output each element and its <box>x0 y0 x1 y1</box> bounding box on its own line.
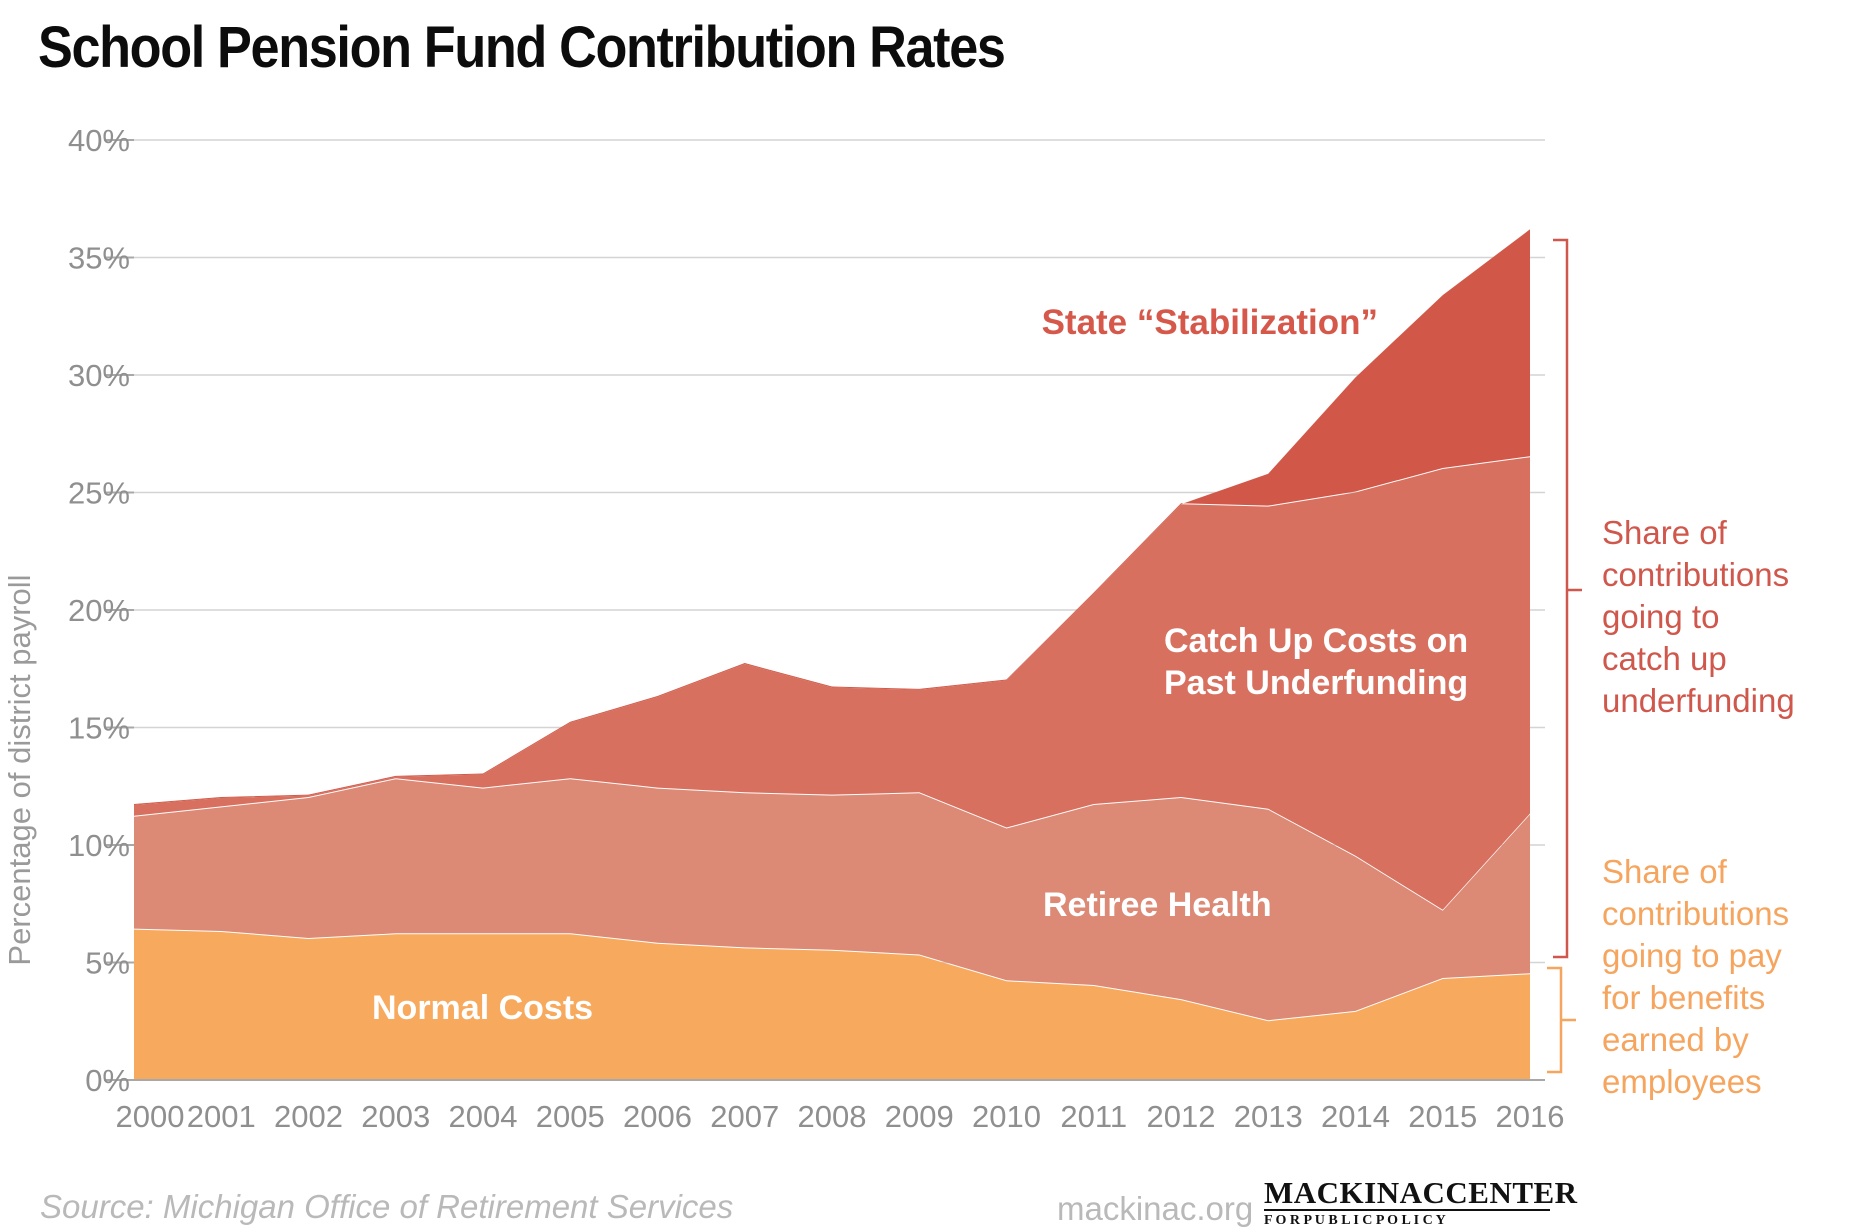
site-url: mackinac.org <box>1057 1190 1254 1227</box>
area-retiree-health <box>134 779 1530 1021</box>
x-tick-label: 2008 <box>798 1099 867 1134</box>
label-catchup-line2: Past Underfunding <box>1164 664 1468 702</box>
logo-word-mackinac: MACKINAC <box>1264 1175 1446 1210</box>
y-tick-label: 5% <box>85 946 130 981</box>
x-tick-label: 2002 <box>274 1099 343 1134</box>
annotation-benefits-share: Share of contributions going to pay for … <box>1602 853 1790 1100</box>
logo-tagline: F O R P U B L I C P O L I C Y <box>1264 1213 1446 1228</box>
label-catchup-line1: Catch Up Costs on <box>1164 622 1468 660</box>
y-tick-label: 35% <box>68 241 130 276</box>
x-tick-label: 2010 <box>972 1099 1041 1134</box>
label-normal-costs: Normal Costs <box>372 989 593 1027</box>
x-tick-label: 2001 <box>187 1099 256 1134</box>
logo-wordmark: MACKINAC CENTER <box>1264 1175 1577 1210</box>
y-tick-label: 10% <box>68 828 130 863</box>
x-tick-label: 2013 <box>1234 1099 1303 1134</box>
x-tick-label: 2000 <box>116 1099 185 1134</box>
x-tick-label: 2015 <box>1408 1099 1477 1134</box>
x-tick-label: 2003 <box>361 1099 430 1134</box>
x-tick-label: 2006 <box>623 1099 692 1134</box>
y-tick-label: 0% <box>85 1063 130 1098</box>
chart-title: School Pension Fund Contribution Rates <box>38 15 1006 80</box>
bracket-catchup-share <box>1553 238 1582 959</box>
stacked-areas <box>134 229 1530 1079</box>
y-tick-label: 30% <box>68 358 130 393</box>
y-axis-title: Percentage of district payroll <box>2 574 37 965</box>
y-tick-label: 25% <box>68 476 130 511</box>
logo-word-center: CENTER <box>1445 1175 1578 1210</box>
x-tick-label: 2009 <box>885 1099 954 1134</box>
x-axis-year-labels: 2000 2001 2002 2003 2004 2005 2006 2007 2008 2009… <box>116 1099 1565 1134</box>
y-tick-label: 40% <box>68 123 130 158</box>
x-tick-label: 2014 <box>1321 1099 1390 1134</box>
mackinac-center-logo: MACKINAC CENTER F O R P U B L I C P O L … <box>1264 1175 1577 1229</box>
source-note: Source: Michigan Office of Retirement Se… <box>40 1188 734 1225</box>
x-tick-label: 2016 <box>1496 1099 1565 1134</box>
logo-rule <box>1264 1209 1550 1211</box>
annotation-catchup-share: Share of contributions going to catch up… <box>1602 514 1795 719</box>
x-tick-label: 2011 <box>1060 1099 1127 1134</box>
y-tick-label: 20% <box>68 593 130 628</box>
y-axis-tick-labels: 0% 5% 10% 15% 20% 25% 30% 35% 40% <box>68 123 130 1098</box>
x-tick-label: 2012 <box>1147 1099 1216 1134</box>
area-catch-up-costs-on-past-underfunding <box>134 457 1530 910</box>
y-tick-label: 15% <box>68 711 130 746</box>
x-tick-label: 2005 <box>536 1099 605 1134</box>
label-state-stabilization: State “Stabilization” <box>1042 303 1378 342</box>
x-tick-label: 2004 <box>449 1099 518 1134</box>
label-retiree-health: Retiree Health <box>1043 886 1272 924</box>
x-tick-label: 2007 <box>710 1099 779 1134</box>
bracket-benefits-share <box>1547 966 1576 1074</box>
area-normal-costs <box>134 929 1530 1079</box>
